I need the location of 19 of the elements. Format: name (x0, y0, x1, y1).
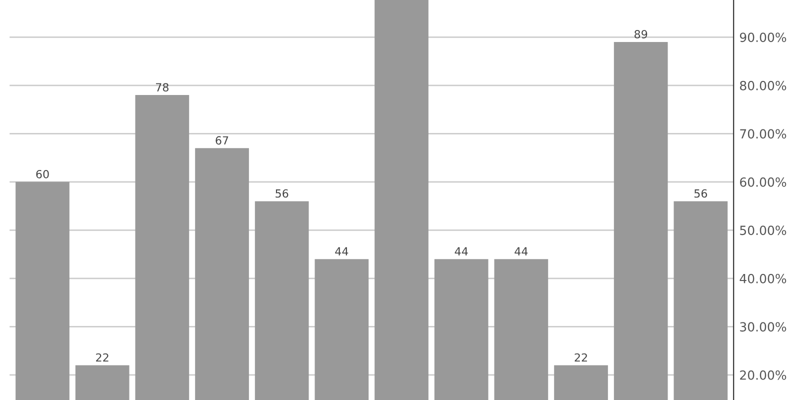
y-tick-label: 70.00% (740, 129, 786, 139)
data-label: 22 (96, 353, 108, 362)
data-label: 56 (276, 189, 288, 198)
y-tick-label: 90.00% (740, 32, 786, 42)
y-tick-label: 40.00% (740, 274, 786, 284)
y-tick-label: 30.00% (740, 322, 786, 332)
y-tick-label: 20.00% (740, 370, 786, 380)
y-tick-label: 50.00% (740, 226, 786, 236)
y-tick-label: 80.00% (740, 80, 786, 90)
data-label: 56 (694, 189, 708, 198)
data-label: 78 (156, 83, 168, 92)
data-label: 89 (634, 30, 648, 38)
data-label: 67 (216, 136, 228, 145)
data-label: 60 (36, 170, 49, 178)
data-label: 44 (454, 247, 468, 256)
data-label: 44 (514, 247, 528, 256)
data-label: 44 (335, 247, 348, 256)
data-label: 22 (574, 353, 587, 362)
y-tick-label: 60.00% (740, 177, 786, 187)
